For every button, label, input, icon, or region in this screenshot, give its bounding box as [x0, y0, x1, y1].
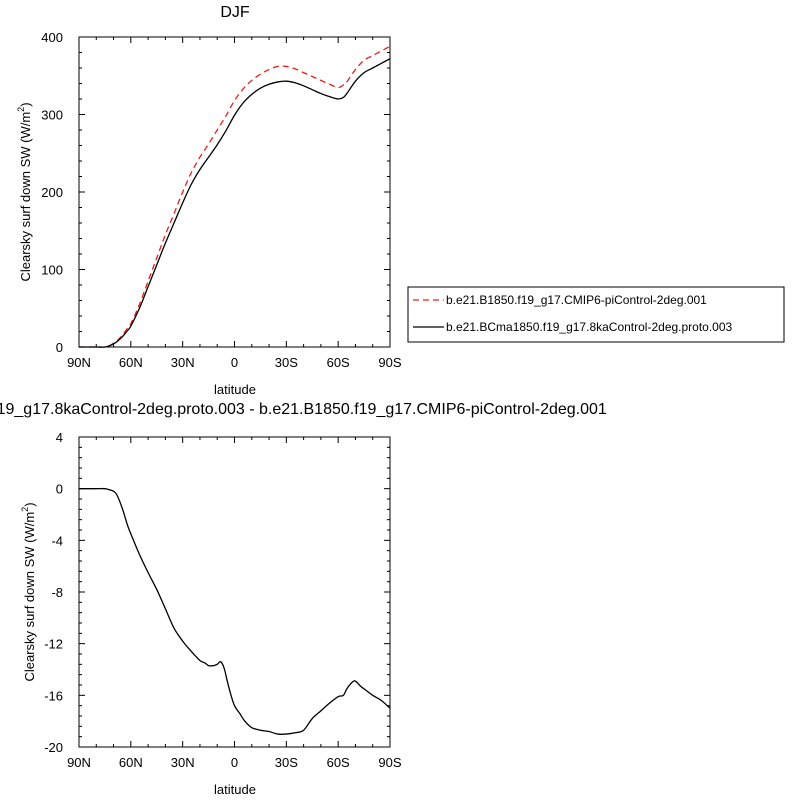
- legend-label-series-2: b.e21.BCma1850.f19_g17.8kaControl-2deg.p…: [446, 320, 733, 334]
- bottom-ytick-label-4: -4: [51, 533, 63, 548]
- bottom-xtick-label-5: 60S: [327, 755, 350, 770]
- bottom-plot-frame: [78, 436, 391, 748]
- bottom-xtick-label-1: 60N: [119, 755, 143, 770]
- bottom-ytick-label-5: 0: [56, 482, 63, 497]
- top-xlabel: latitude: [214, 382, 256, 397]
- top-ytick-label-2: 200: [41, 185, 63, 200]
- legend-label-series-1: b.e21.B1850.f19_g17.CMIP6-piControl-2deg…: [446, 293, 707, 307]
- top-ylabel: Clearsky surf down SW (W/m2): [16, 102, 33, 281]
- top-xtick-label-6: 90S: [378, 355, 401, 370]
- bottom-xtick-label-2: 30N: [171, 755, 195, 770]
- top-ytick-label-0: 0: [56, 340, 63, 355]
- top-xtick-label-4: 30S: [275, 355, 298, 370]
- bottom-title: b.e21.BCma1850.f19_g17.8kaControl-2deg.p…: [0, 401, 607, 418]
- top-xtick-label-3: 0: [231, 355, 238, 370]
- top-title: DJF: [220, 4, 250, 21]
- top-xtick-label-5: 60S: [327, 355, 350, 370]
- top-panel: DJF 90N 60N 30N 0 30S 60S 90S 0 100 200 300 400 lat…: [16, 4, 785, 397]
- bottom-ytick-label-0: -20: [44, 740, 63, 755]
- bottom-ylabel: Clearsky surf down SW (W/m2): [20, 502, 37, 681]
- top-ticks: 90N 60N 30N 0 30S 60S 90S 0 100 200 300 400: [41, 30, 402, 370]
- top-xtick-label-0: 90N: [67, 355, 91, 370]
- bottom-xtick-label-0: 90N: [67, 755, 91, 770]
- bottom-series-group: [79, 487, 391, 735]
- top-series-group: [78, 45, 391, 348]
- legend-frame: [407, 286, 785, 343]
- legend: b.e21.B1850.f19_g17.CMIP6-piControl-2deg…: [407, 286, 785, 343]
- bottom-xtick-label-4: 30S: [275, 755, 298, 770]
- top-ytick-label-3: 300: [41, 108, 63, 123]
- bottom-xlabel: latitude: [214, 782, 256, 797]
- bottom-xtick-label-6: 90S: [378, 755, 401, 770]
- top-ytick-label-4: 400: [41, 30, 63, 45]
- top-series-line-1: [78, 45, 391, 348]
- bottom-ticks: 90N 60N 30N 0 30S 60S 90S -20 -16 -12 -8 -4 0 4: [44, 430, 402, 770]
- top-plot-frame: [78, 36, 391, 348]
- bottom-ytick-label-1: -16: [44, 688, 63, 703]
- top-ytick-label-1: 100: [41, 263, 63, 278]
- bottom-panel: b.e21.BCma1850.f19_g17.8kaControl-2deg.p…: [0, 401, 607, 797]
- bottom-ytick-label-2: -12: [44, 637, 63, 652]
- top-series-line-2: [78, 58, 391, 348]
- bottom-ytick-label-6: 4: [56, 430, 63, 445]
- bottom-xtick-label-3: 0: [231, 755, 238, 770]
- top-xtick-label-1: 60N: [119, 355, 143, 370]
- bottom-ytick-label-3: -8: [51, 585, 63, 600]
- top-xtick-label-2: 30N: [171, 355, 195, 370]
- bottom-series-line-1: [79, 487, 391, 735]
